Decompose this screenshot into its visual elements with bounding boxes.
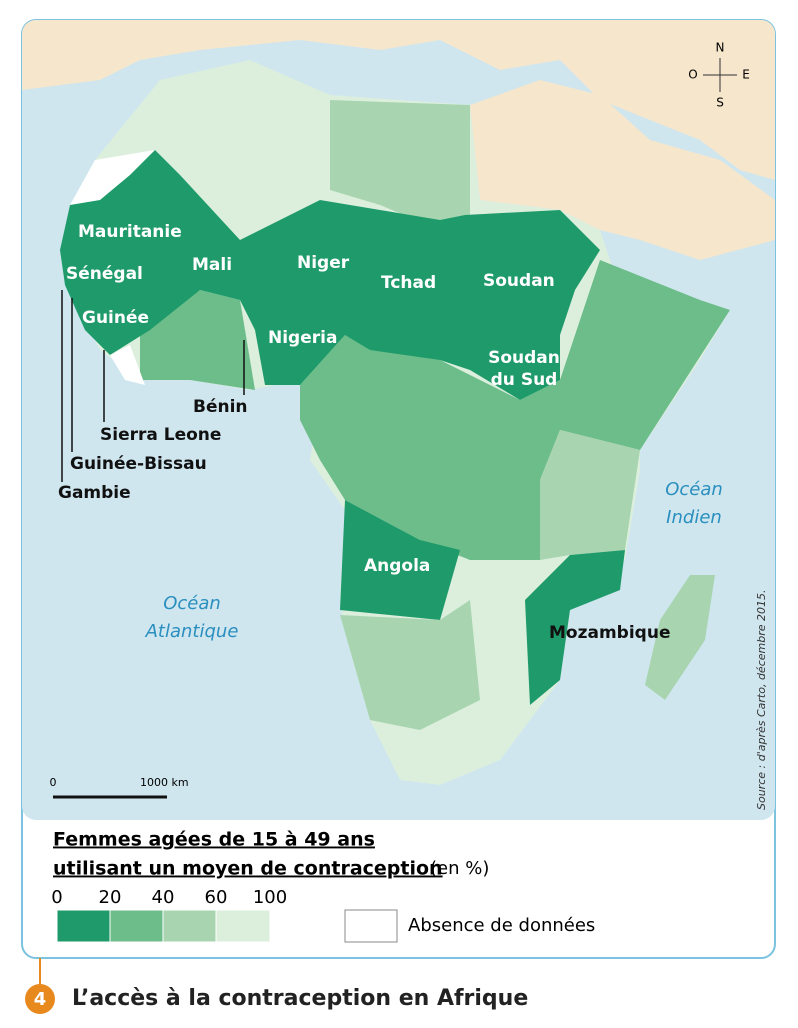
region [340,600,480,730]
europe [22,20,775,180]
country-label: Gambie [58,483,131,503]
no-data [70,150,155,205]
compass: N O E S [688,41,750,110]
caption-text: L’accès à la contraception en Afrique [72,986,528,1011]
no-data [110,345,145,385]
legend-break: 40 [152,887,175,908]
scale-label: 1000 km [140,776,189,789]
legend-swatch [344,909,398,943]
legend-swatch [215,909,271,943]
legend: Femmes agées de 15 à 49 ans utilisant un… [51,829,595,943]
country-label: Mali [192,255,232,275]
ocean-label: Océan [163,593,221,614]
country-label: Tchad [381,273,436,293]
country-label: Nigeria [268,328,337,348]
legend-title: Femmes agées de 15 à 49 ans [53,829,375,851]
compass-o: O [688,68,697,82]
country-label: du Sud [491,370,558,390]
source: Source : d'après Carto, décembre 2015. [755,590,768,811]
region [300,260,730,560]
country-label: Sierra Leone [100,425,221,445]
scale-bar: 0 1000 km [50,776,189,799]
legend-swatch [109,909,164,943]
country-label: Mauritanie [78,222,182,242]
legend-no-data: Absence de données [408,915,595,936]
region [525,550,625,705]
country-label: Soudan [488,348,560,368]
madagascar [645,575,715,700]
country-label: Sénégal [66,264,143,284]
ocean-label: Océan [665,479,723,500]
country-label: Soudan [483,271,555,291]
ocean-label: Atlantique [145,621,239,642]
country-label: Guinée [82,308,149,328]
region [340,500,460,620]
compass-s: S [716,96,724,110]
legend-unit: (en %) [430,858,489,879]
region [330,100,470,230]
scale-label: 0 [50,776,57,789]
legend-break: 100 [253,887,287,908]
legend-break: 0 [51,887,62,908]
region [60,150,600,400]
compass-n: N [716,41,725,55]
caption-number: 4 [34,989,47,1010]
map: N O E S Océan Atlantique Océan Indien Ma… [22,20,775,820]
country-label: Niger [297,253,350,273]
region [540,430,640,560]
arabia [470,80,775,260]
leaders [61,290,245,482]
legend-title: utilisant un moyen de contraception [53,858,443,880]
ocean-label: Indien [666,507,722,528]
legend-swatch [162,909,217,943]
country-label: Bénin [193,397,248,417]
legend-break: 60 [205,887,228,908]
compass-e: E [742,68,750,82]
legend-swatch [56,909,111,943]
country-label: Mozambique [549,623,670,643]
country-label: Angola [364,556,430,576]
caption-badge [25,984,55,1014]
legend-break: 20 [99,887,122,908]
country-label: Guinée-Bissau [70,454,207,474]
